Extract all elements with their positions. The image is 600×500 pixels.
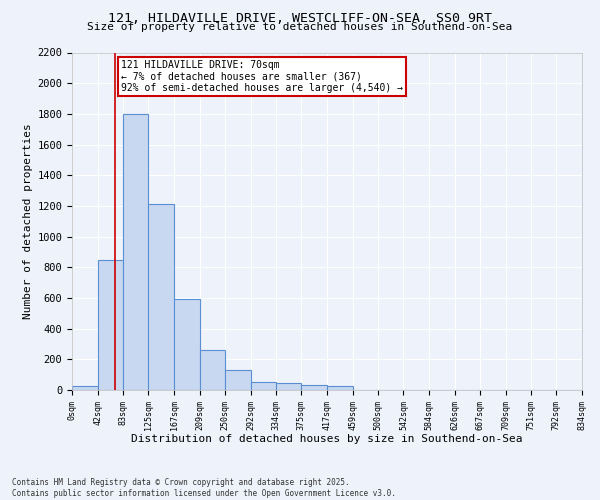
Bar xyxy=(301,384,327,390)
Y-axis label: Number of detached properties: Number of detached properties xyxy=(23,124,33,319)
Text: Size of property relative to detached houses in Southend-on-Sea: Size of property relative to detached ho… xyxy=(88,22,512,32)
Bar xyxy=(72,386,98,390)
Bar xyxy=(98,260,123,390)
Text: 121, HILDAVILLE DRIVE, WESTCLIFF-ON-SEA, SS0 9RT: 121, HILDAVILLE DRIVE, WESTCLIFF-ON-SEA,… xyxy=(108,12,492,26)
Bar xyxy=(123,114,148,390)
Bar xyxy=(174,300,200,390)
Bar xyxy=(148,204,174,390)
Bar xyxy=(225,370,251,390)
X-axis label: Distribution of detached houses by size in Southend-on-Sea: Distribution of detached houses by size … xyxy=(131,434,523,444)
Bar xyxy=(200,350,225,390)
Text: Contains HM Land Registry data © Crown copyright and database right 2025.
Contai: Contains HM Land Registry data © Crown c… xyxy=(12,478,396,498)
Bar xyxy=(251,382,276,390)
Bar xyxy=(327,386,353,390)
Text: 121 HILDAVILLE DRIVE: 70sqm
← 7% of detached houses are smaller (367)
92% of sem: 121 HILDAVILLE DRIVE: 70sqm ← 7% of deta… xyxy=(121,60,403,94)
Bar xyxy=(276,383,301,390)
